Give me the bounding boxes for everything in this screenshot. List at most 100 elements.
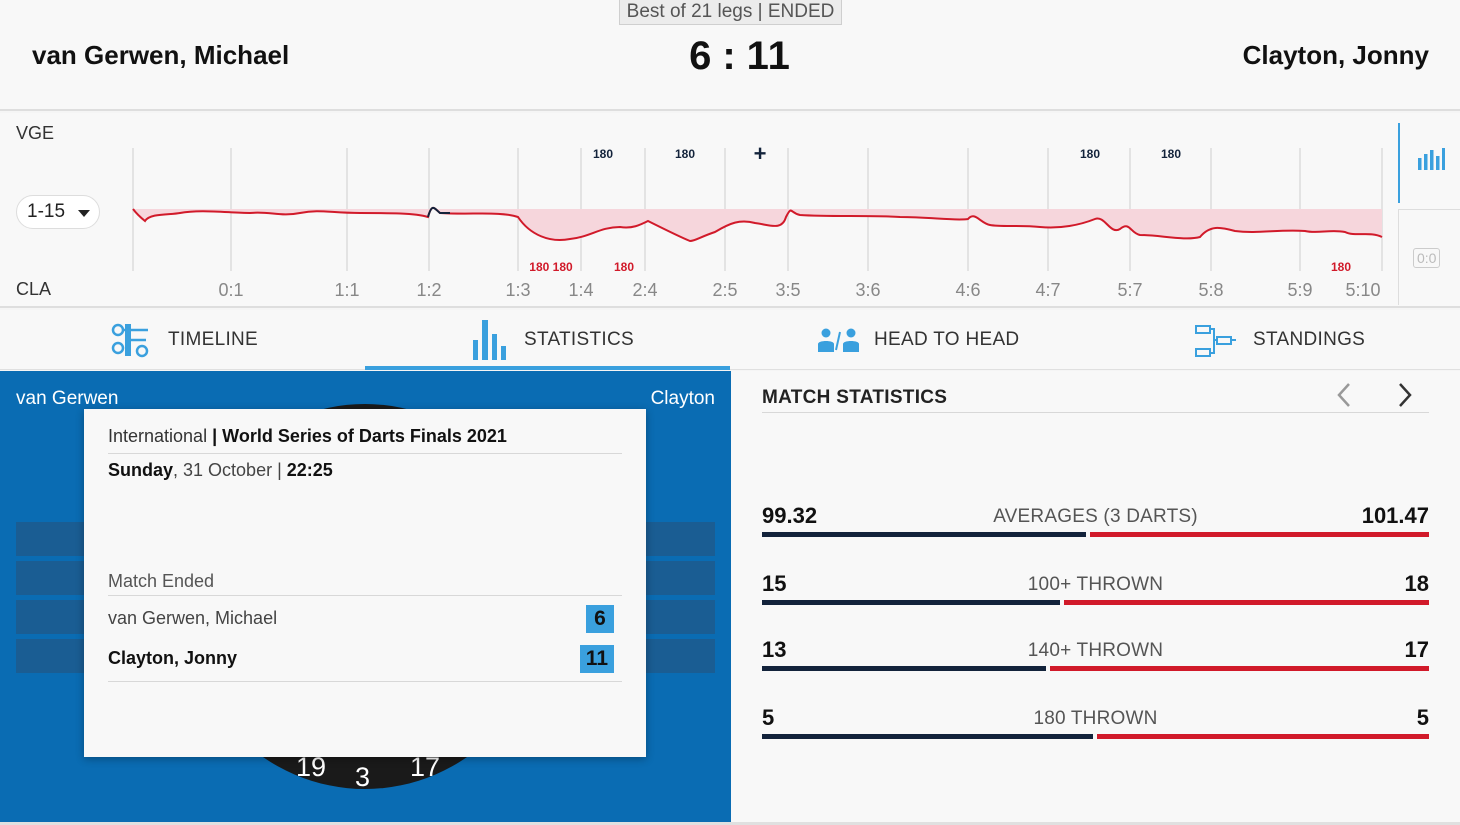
stat-label: 140+ THROWN bbox=[1027, 640, 1164, 661]
leg-range-select[interactable]: 1-15 bbox=[16, 195, 100, 229]
stat-right-value: 17 bbox=[1404, 637, 1429, 662]
chart-tick-label: 4:7 bbox=[1035, 280, 1060, 300]
board-number: 19 bbox=[296, 752, 327, 782]
competition-name: World Series of Darts Finals 2021 bbox=[222, 426, 507, 446]
standings-icon bbox=[1195, 325, 1236, 357]
statistics-icon bbox=[473, 320, 506, 360]
tab-label: TIMELINE bbox=[168, 329, 259, 350]
top-180-marker: 180 bbox=[1161, 147, 1181, 161]
bar-chart-icon[interactable] bbox=[1417, 146, 1445, 170]
chart-tick-label: 5:10 bbox=[1345, 280, 1380, 300]
stat-left-bar bbox=[762, 532, 1086, 537]
chart-tick-label: 1:2 bbox=[416, 280, 441, 300]
chart-tick-label: 2:5 bbox=[712, 280, 737, 300]
stat-left-value: 5 bbox=[762, 705, 775, 730]
stat-label: AVERAGES (3 DARTS) bbox=[993, 506, 1198, 527]
stat-left-bar bbox=[762, 734, 1093, 739]
panel-divider bbox=[1398, 123, 1400, 203]
chart-tick-label: 3:5 bbox=[775, 280, 800, 300]
board-number: 3 bbox=[355, 762, 371, 792]
leg-range-value: 1-15 bbox=[27, 201, 66, 222]
stat-left-value: 99.32 bbox=[762, 503, 818, 528]
bottom-180-marker: 180 bbox=[1331, 260, 1351, 274]
score-reset-box: 0:0 bbox=[1398, 209, 1460, 305]
match-datetime: Sunday, 31 October | 22:25 bbox=[108, 460, 333, 481]
chart-tick-label: 1:1 bbox=[334, 280, 359, 300]
stat-right-bar bbox=[1097, 734, 1429, 739]
top-180-marker: 180 bbox=[1080, 147, 1100, 161]
tab-label: STANDINGS bbox=[1253, 329, 1366, 350]
tab-statistics[interactable]: STATISTICS bbox=[365, 310, 730, 370]
match-header: Best of 21 legs | ENDED van Gerwen, Mich… bbox=[0, 0, 1460, 111]
match-statistics-title: MATCH STATISTICS bbox=[762, 387, 948, 408]
result-row: Clayton, Jonny 11 bbox=[108, 639, 622, 679]
player-right-name[interactable]: Clayton, Jonny bbox=[1242, 40, 1429, 70]
momentum-chart: 0:1 1:1 1:2 1:3 1:4 2:4 2:5 3:5 3:6 4:6 4:7 5:7 5:8 5… bbox=[132, 141, 1383, 300]
top-180-marker: 180 bbox=[675, 147, 695, 161]
score-right: 11 bbox=[746, 34, 791, 78]
stat-row-100-plus: 15 100+ THROWN 18 bbox=[762, 571, 1429, 611]
chart-top-markers: 180 180 +180 180 bbox=[593, 141, 1181, 166]
match-time: 22:25 bbox=[286, 460, 333, 480]
stat-right-bar bbox=[1050, 666, 1429, 671]
stat-right-value: 5 bbox=[1416, 705, 1429, 730]
score-left: 6 bbox=[689, 34, 713, 78]
stat-left-bar bbox=[762, 600, 1060, 605]
chart-tick-label: 5:8 bbox=[1198, 280, 1223, 300]
chart-tick-label: 3:6 bbox=[855, 280, 880, 300]
board-player-left: van Gerwen bbox=[16, 388, 119, 409]
momentum-line-positive bbox=[427, 206, 450, 218]
stat-left-value: 15 bbox=[762, 571, 787, 596]
result-player-name: van Gerwen, Michael bbox=[108, 608, 278, 628]
divider bbox=[762, 412, 1429, 413]
bottom-180-marker: 180 bbox=[614, 260, 634, 274]
match-format-badge: Best of 21 legs | ENDED bbox=[619, 0, 842, 25]
tab-label: HEAD TO HEAD bbox=[874, 329, 1020, 350]
momentum-line bbox=[132, 206, 1383, 243]
momentum-timeline: VGE CLA 1-15 0:1 1:1 1:2 1:3 1:4 2:4 2:5 3:5 3:6… bbox=[0, 113, 1460, 308]
chart-tick-label: 0:1 bbox=[218, 280, 243, 300]
chart-tick-label: 1:4 bbox=[568, 280, 593, 300]
stat-row-180: 5 180 THROWN 5 bbox=[762, 705, 1429, 745]
player-left-name[interactable]: van Gerwen, Michael bbox=[32, 40, 290, 70]
chart-x-ticks: 0:1 1:1 1:2 1:3 1:4 2:4 2:5 3:5 3:6 4:6 4:7 5:7 5:8 5… bbox=[218, 280, 1380, 300]
chart-bottom-markers: 180 180 180 180 bbox=[529, 260, 1351, 274]
stat-left-bar bbox=[762, 666, 1046, 671]
match-statistics: MATCH STATISTICS 99.32 AVERAGES (3 DARTS… bbox=[731, 371, 1460, 825]
timeline-top-label: VGE bbox=[16, 123, 55, 143]
tab-head-to-head[interactable]: HEAD TO HEAD bbox=[730, 310, 1095, 370]
stat-row-averages: 99.32 AVERAGES (3 DARTS) 101.47 bbox=[762, 503, 1429, 543]
score-separator: : bbox=[722, 34, 737, 78]
timeline-icon bbox=[111, 323, 149, 358]
chevron-left-icon[interactable] bbox=[1332, 381, 1356, 409]
stat-right-bar bbox=[1090, 532, 1429, 537]
chevron-right-icon[interactable] bbox=[1393, 381, 1417, 409]
stat-right-bar bbox=[1064, 600, 1429, 605]
tab-standings[interactable]: STANDINGS bbox=[1095, 310, 1460, 370]
tab-label: STATISTICS bbox=[524, 329, 634, 350]
divider bbox=[108, 595, 622, 596]
chart-tick-label: 5:7 bbox=[1117, 280, 1142, 300]
board-number: 17 bbox=[410, 752, 441, 782]
tab-timeline[interactable]: TIMELINE bbox=[0, 310, 365, 370]
zero-score-label: 0:0 bbox=[1413, 248, 1441, 268]
dartboard-panel: van Gerwen Clayton 19 3 17 International… bbox=[0, 371, 731, 825]
chart-tick-label: 2:4 bbox=[632, 280, 657, 300]
chart-tick-label: 4:6 bbox=[955, 280, 980, 300]
match-day: Sunday bbox=[108, 460, 174, 480]
bottom-border bbox=[0, 822, 1460, 825]
bottom-180-marker: 180 180 bbox=[529, 260, 573, 274]
timeline-bottom-label: CLA bbox=[16, 279, 52, 299]
stat-row-140-plus: 13 140+ THROWN 17 bbox=[762, 637, 1429, 677]
result-score-badge: 11 bbox=[579, 645, 614, 673]
chevron-down-icon bbox=[78, 210, 90, 217]
stat-right-value: 18 bbox=[1404, 571, 1429, 596]
match-info-card: International | World Series of Darts Fi… bbox=[84, 409, 646, 757]
stat-right-value: 101.47 bbox=[1361, 503, 1429, 528]
result-player-name: Clayton, Jonny bbox=[108, 648, 238, 668]
result-row: van Gerwen, Michael 6 bbox=[108, 599, 622, 639]
top-180-marker: 180 bbox=[593, 147, 613, 161]
match-date: , 31 October | bbox=[173, 460, 287, 480]
divider bbox=[108, 681, 622, 682]
